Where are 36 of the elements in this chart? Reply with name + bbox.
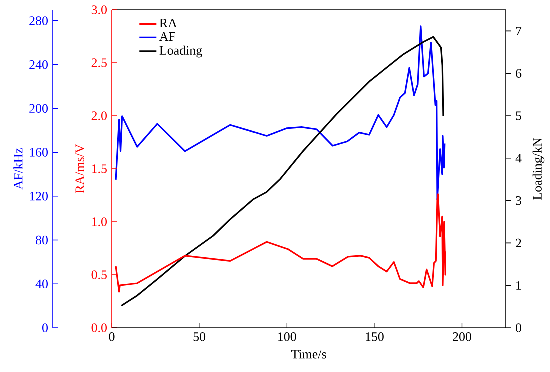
y3-tick-label: 80	[36, 236, 48, 245]
y2-tick-label: 6	[516, 69, 522, 78]
y2-tick-label: 5	[516, 112, 522, 120]
y-tick-label: 0.0	[92, 324, 107, 332]
y3-tick-label: 200	[30, 104, 48, 114]
x-tick-label: 100	[278, 332, 296, 342]
y-axis-title: RA/ms/V	[76, 144, 84, 194]
y3-tick-label: 160	[30, 148, 48, 157]
legend-label: Loading	[160, 46, 202, 58]
y-tick-label: 1.0	[92, 218, 107, 226]
y-tick-label: 2.5	[92, 58, 107, 68]
x-tick-label: 150	[366, 332, 384, 342]
y-tick-label: 1.5	[92, 164, 107, 174]
y-tick-label: 2.0	[92, 112, 107, 120]
y2-tick-label: 1	[516, 281, 522, 290]
x-tick-label: 0	[109, 332, 115, 342]
y3-axis-title: AF/kHz	[14, 148, 23, 190]
x-tick-label: 200	[453, 332, 472, 342]
y3-tick-label: 40	[36, 280, 48, 289]
y-tick-label: 3.0	[92, 6, 107, 14]
y-tick-label: 0.5	[92, 270, 107, 280]
y2-tick-label: 3	[516, 196, 522, 206]
legend-label: AF	[160, 32, 176, 41]
line-series	[115, 26, 446, 200]
legend-label: RA	[160, 18, 178, 28]
x-axis-title: Time/s	[291, 350, 326, 359]
y3-tick-label: 240	[30, 60, 48, 70]
y2-tick-label: 4	[516, 154, 522, 163]
y2-tick-label: 0	[516, 324, 522, 332]
x-tick-label: 50	[194, 332, 206, 342]
y2-tick-label: 2	[516, 238, 522, 248]
y2-tick-label: 7	[516, 26, 522, 36]
y3-tick-label: 120	[30, 192, 48, 201]
y2-axis-title: Loading/kN	[532, 138, 545, 200]
y3-tick-label: 280	[30, 16, 48, 26]
y3-tick-label: 0	[42, 324, 48, 332]
